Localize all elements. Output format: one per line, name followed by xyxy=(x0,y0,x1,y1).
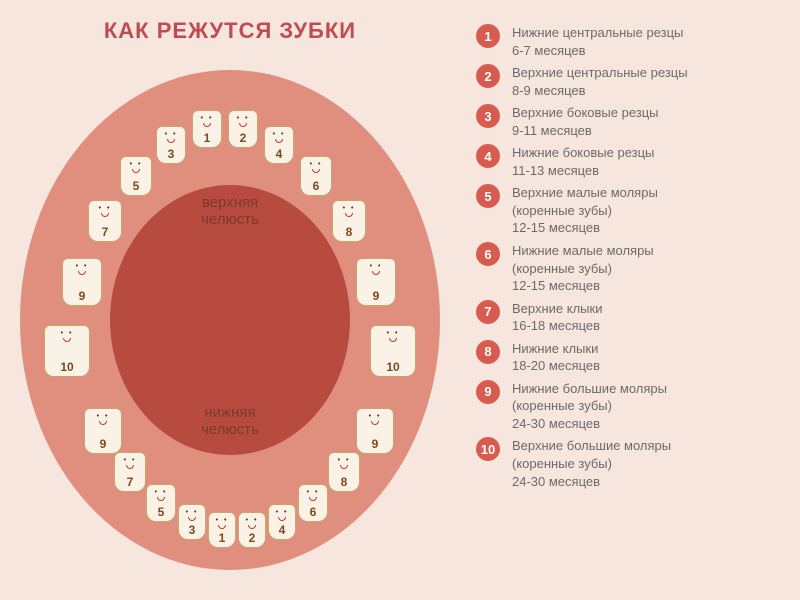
tooth-number: 9 xyxy=(100,437,107,451)
tooth-number: 10 xyxy=(386,360,399,374)
upper-tooth-9: • •9 xyxy=(356,258,396,306)
lower-tooth-1: • •1 xyxy=(208,512,236,548)
tooth-number: 2 xyxy=(240,131,247,145)
legend-item-7: 7 Верхние клыки16-18 месяцев xyxy=(476,300,784,335)
legend-text: Верхние большие моляры(коренные зубы)24-… xyxy=(512,437,671,490)
lower-tooth-2: • •2 xyxy=(238,512,266,548)
lower-tooth-8: • •8 xyxy=(328,452,360,492)
tooth-number: 9 xyxy=(79,289,86,303)
page-title: КАК РЕЖУТСЯ ЗУБКИ xyxy=(0,18,460,44)
lower-jaw-label: нижняячелюсть xyxy=(170,405,290,438)
legend-text: Нижние большие моляры(коренные зубы)24-3… xyxy=(512,380,667,433)
lower-tooth-5: • •5 xyxy=(146,484,176,522)
upper-tooth-8: • •8 xyxy=(332,200,366,242)
legend-text: Нижние клыки18-20 месяцев xyxy=(512,340,600,375)
upper-tooth-5: • •5 xyxy=(120,156,152,196)
lower-tooth-4: • •4 xyxy=(268,504,296,540)
legend-item-4: 4 Нижние боковые резцы11-13 месяцев xyxy=(476,144,784,179)
legend-text: Верхние центральные резцы8-9 месяцев xyxy=(512,64,688,99)
lower-tooth-9: • •9 xyxy=(84,408,122,454)
legend-badge: 10 xyxy=(476,437,500,461)
tooth-number: 3 xyxy=(168,147,175,161)
tooth-number: 6 xyxy=(310,505,317,519)
tooth-number: 6 xyxy=(313,179,320,193)
tooth-number: 1 xyxy=(204,131,211,145)
legend-badge: 5 xyxy=(476,184,500,208)
tooth-number: 2 xyxy=(249,531,256,545)
legend-item-10: 10 Верхние большие моляры(коренные зубы)2… xyxy=(476,437,784,490)
legend-text: Верхние боковые резцы9-11 месяцев xyxy=(512,104,659,139)
legend-item-9: 9 Нижние большие моляры(коренные зубы)24-… xyxy=(476,380,784,433)
lower-tooth-9: • •9 xyxy=(356,408,394,454)
legend-text: Нижние центральные резцы6-7 месяцев xyxy=(512,24,683,59)
tooth-number: 1 xyxy=(219,531,226,545)
lower-tooth-3: • •3 xyxy=(178,504,206,540)
legend-badge: 9 xyxy=(476,380,500,404)
tooth-number: 8 xyxy=(346,225,353,239)
legend-item-8: 8 Нижние клыки18-20 месяцев xyxy=(476,340,784,375)
legend-text: Нижние малые моляры(коренные зубы)12-15 … xyxy=(512,242,654,295)
legend-badge: 6 xyxy=(476,242,500,266)
legend-text: Верхние клыки16-18 месяцев xyxy=(512,300,602,335)
upper-tooth-1: • •1 xyxy=(192,110,222,148)
upper-tooth-6: • •6 xyxy=(300,156,332,196)
tooth-number: 4 xyxy=(276,147,283,161)
tooth-number: 4 xyxy=(279,523,286,537)
tooth-number: 10 xyxy=(60,360,73,374)
legend-list: 1 Нижние центральные резцы6-7 месяцев 2 Вер… xyxy=(460,0,800,600)
upper-tooth-10: • •10 xyxy=(44,325,90,377)
legend-item-1: 1 Нижние центральные резцы6-7 месяцев xyxy=(476,24,784,59)
legend-badge: 8 xyxy=(476,340,500,364)
upper-tooth-10: • •10 xyxy=(370,325,416,377)
upper-tooth-4: • •4 xyxy=(264,126,294,164)
legend-badge: 1 xyxy=(476,24,500,48)
tooth-number: 8 xyxy=(341,475,348,489)
legend-text: Нижние боковые резцы11-13 месяцев xyxy=(512,144,654,179)
page: КАК РЕЖУТСЯ ЗУБКИ верхняячелюсть нижняяч… xyxy=(0,0,800,600)
tooth-number: 9 xyxy=(373,289,380,303)
legend-badge: 3 xyxy=(476,104,500,128)
legend-item-6: 6 Нижние малые моляры(коренные зубы)12-15… xyxy=(476,242,784,295)
upper-tooth-3: • •3 xyxy=(156,126,186,164)
legend-badge: 7 xyxy=(476,300,500,324)
legend-item-2: 2 Верхние центральные резцы8-9 месяцев xyxy=(476,64,784,99)
legend-item-3: 3 Верхние боковые резцы9-11 месяцев xyxy=(476,104,784,139)
legend-badge: 2 xyxy=(476,64,500,88)
upper-tooth-2: • •2 xyxy=(228,110,258,148)
tooth-number: 3 xyxy=(189,523,196,537)
upper-jaw-label: верхняячелюсть xyxy=(170,195,290,228)
upper-tooth-7: • •7 xyxy=(88,200,122,242)
tooth-number: 5 xyxy=(133,179,140,193)
lower-tooth-7: • •7 xyxy=(114,452,146,492)
tooth-number: 9 xyxy=(372,437,379,451)
legend-text: Верхние малые моляры(коренные зубы)12-15… xyxy=(512,184,658,237)
lower-tooth-6: • •6 xyxy=(298,484,328,522)
tooth-number: 7 xyxy=(102,225,109,239)
upper-tooth-9: • •9 xyxy=(62,258,102,306)
teeth-diagram: КАК РЕЖУТСЯ ЗУБКИ верхняячелюсть нижняяч… xyxy=(0,0,460,600)
legend-badge: 4 xyxy=(476,144,500,168)
tooth-number: 5 xyxy=(158,505,165,519)
legend-item-5: 5 Верхние малые моляры(коренные зубы)12-1… xyxy=(476,184,784,237)
tooth-number: 7 xyxy=(127,475,134,489)
